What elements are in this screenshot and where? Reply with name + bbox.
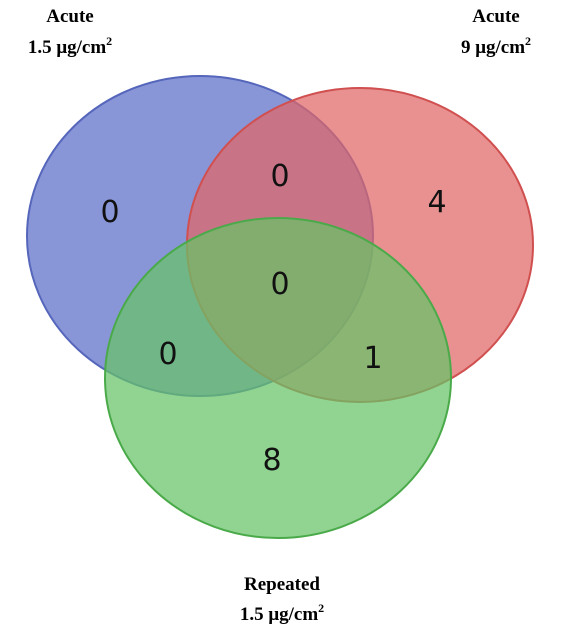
- region-ac-count: 0: [158, 337, 177, 372]
- svg-text:Acute: Acute: [46, 6, 93, 27]
- svg-text:Repeated: Repeated: [244, 574, 320, 595]
- set-a-label-value: 1.5: [28, 37, 57, 58]
- svg-text:1.5 μg/cm2: 1.5 μg/cm2: [240, 601, 324, 625]
- set-c-label-value: 1.5: [240, 604, 269, 625]
- set-b-label-value: 9: [461, 37, 475, 58]
- set-c-label-exp: 2: [318, 601, 324, 615]
- set-b-label-line1: Acute: [472, 6, 519, 27]
- region-bc-count: 1: [363, 341, 382, 376]
- set-a-label-unit: μg/cm: [56, 37, 106, 58]
- svg-text:1.5 μg/cm2: 1.5 μg/cm2: [28, 34, 112, 58]
- set-c-label-unit: μg/cm: [268, 604, 318, 625]
- set-b-label-exp: 2: [525, 34, 531, 48]
- set-a-label: Acute 1.5 μg/cm2: [28, 6, 112, 58]
- region-abc-count: 0: [270, 267, 289, 302]
- set-a-label-exp: 2: [106, 34, 112, 48]
- region-a-only-count: 0: [100, 195, 119, 230]
- set-a-label-line1: Acute: [46, 6, 93, 27]
- set-c-label-line1: Repeated: [244, 574, 320, 595]
- set-c-label: Repeated 1.5 μg/cm2: [240, 574, 324, 625]
- region-ab-count: 0: [270, 159, 289, 194]
- svg-text:Acute: Acute: [472, 6, 519, 27]
- region-b-only-count: 4: [427, 185, 446, 220]
- set-b-label-unit: μg/cm: [475, 37, 525, 58]
- set-b-label: Acute 9 μg/cm2: [461, 6, 531, 58]
- region-c-only-count: 8: [262, 443, 281, 478]
- set-c-circle: [104, 217, 452, 539]
- svg-text:9 μg/cm2: 9 μg/cm2: [461, 34, 531, 58]
